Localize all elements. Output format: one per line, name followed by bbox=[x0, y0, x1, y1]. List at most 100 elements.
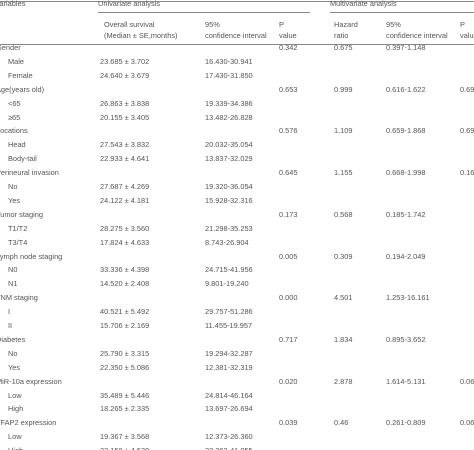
cell: 24.715-41.956 bbox=[205, 265, 253, 275]
row-label: Female bbox=[8, 70, 33, 80]
cell: 16.430-30.941 bbox=[205, 56, 253, 66]
group-label: Tumor staging bbox=[0, 209, 43, 219]
cell: 1.253-16.161 bbox=[386, 293, 430, 303]
cell: 1.614-5.131 bbox=[386, 376, 426, 386]
cell: 0.173 bbox=[279, 209, 298, 219]
cell: 21.298-35.253 bbox=[205, 223, 253, 233]
header-univariate: Univariate analysis bbox=[98, 0, 161, 8]
row-label: High bbox=[8, 404, 24, 414]
cell: 1.109 bbox=[334, 126, 353, 136]
cell: 11.455-19.957 bbox=[205, 321, 253, 330]
cell: 15.706 ± 2.169 bbox=[100, 321, 150, 330]
cell: 0.194-2.049 bbox=[386, 251, 426, 261]
cell: 1.834 bbox=[334, 334, 353, 344]
cell: 18.265 ± 2.335 bbox=[100, 404, 150, 414]
cell: 13.697-26.694 bbox=[205, 404, 253, 414]
row-label: N0 bbox=[8, 265, 18, 275]
column-header: Hazard bbox=[334, 20, 358, 29]
cell: 0.005 bbox=[279, 251, 298, 261]
cell: 0.06 bbox=[460, 376, 474, 386]
group-label: MiR-10a expression bbox=[0, 376, 62, 386]
cell: 17.430-31.850 bbox=[205, 70, 253, 80]
group-label: TNM staging bbox=[0, 293, 38, 303]
row-label: ≥65 bbox=[8, 112, 21, 122]
column-header: 95% bbox=[205, 20, 220, 29]
column-header: value bbox=[460, 31, 474, 40]
row-label: Head bbox=[8, 140, 26, 150]
cell: 15.928-32.316 bbox=[205, 195, 253, 205]
cell: 14.520 ± 2.408 bbox=[100, 279, 150, 289]
row-label: Low bbox=[8, 390, 22, 400]
cell: 0.616-1.622 bbox=[386, 84, 426, 94]
group-label: Age(years old) bbox=[0, 84, 45, 94]
top-rule bbox=[0, 1, 474, 2]
row-label: High bbox=[8, 446, 23, 450]
cell: 33.336 ± 4.398 bbox=[100, 265, 150, 275]
cell: 0.69 bbox=[460, 126, 474, 136]
cell: 19.367 ± 3.568 bbox=[100, 432, 150, 442]
row-label: No bbox=[8, 348, 18, 358]
cell: 20.155 ± 3.405 bbox=[100, 112, 150, 122]
group-label: Lymph node staging bbox=[0, 251, 63, 261]
cell: 19.294-32.287 bbox=[205, 348, 253, 358]
cell: 22.933 ± 4.641 bbox=[100, 154, 150, 164]
cell: 4.501 bbox=[334, 293, 353, 303]
cell: 1.155 bbox=[334, 168, 353, 178]
cell: 23.685 ± 3.702 bbox=[100, 56, 150, 66]
row-label: Yes bbox=[8, 195, 21, 205]
cell: 2.878 bbox=[334, 376, 353, 386]
cell: 24.640 ± 3.679 bbox=[100, 70, 150, 80]
cell: 0.397-1.148 bbox=[386, 43, 426, 52]
cell: 0.46 bbox=[334, 418, 349, 428]
cell: 0.039 bbox=[279, 418, 298, 428]
cell: 0.717 bbox=[279, 334, 298, 344]
cell: 9.801-19.240 bbox=[205, 279, 249, 289]
group-label: Diabetes bbox=[0, 334, 26, 344]
cell: 24.122 ± 4.181 bbox=[100, 195, 150, 205]
cell: 35.489 ± 5.446 bbox=[100, 390, 150, 400]
group-label: Gender bbox=[0, 43, 21, 52]
column-header: P bbox=[460, 20, 465, 29]
row-label: T3/T4 bbox=[8, 237, 28, 247]
cell: 0.645 bbox=[279, 168, 298, 178]
row-label: Male bbox=[8, 56, 25, 66]
cell: 0.895-3.652 bbox=[386, 334, 426, 344]
row-label: Yes bbox=[8, 362, 21, 372]
cell: 0.000 bbox=[279, 293, 298, 303]
cell: 12.381-32.319 bbox=[205, 362, 253, 372]
header-variables: Variables bbox=[0, 0, 26, 8]
cell: 0.342 bbox=[279, 43, 298, 52]
row-label: No bbox=[8, 182, 18, 191]
cell: 0.185-1.742 bbox=[386, 209, 426, 219]
column-header: P bbox=[279, 20, 284, 29]
cell: 0.576 bbox=[279, 126, 298, 136]
cell: 0.16 bbox=[460, 168, 474, 178]
cell: 20.032-35.054 bbox=[205, 140, 253, 150]
cell: 0.659-1.868 bbox=[386, 126, 426, 136]
cell: 12.373-26.360 bbox=[205, 432, 253, 442]
cell: 19.320-36.054 bbox=[205, 182, 253, 191]
row-label: T1/T2 bbox=[8, 223, 28, 233]
column-header: 95% bbox=[386, 20, 401, 29]
row-label: II bbox=[8, 321, 13, 330]
cell: 0.568 bbox=[334, 209, 353, 219]
row-label: I bbox=[8, 307, 11, 317]
cell: 0.06 bbox=[460, 418, 474, 428]
column-header: (Median ± SE,months) bbox=[104, 31, 178, 40]
row-label: Body-tail bbox=[8, 154, 37, 164]
cell: 29.757-51.286 bbox=[205, 307, 253, 317]
cell: 0.675 bbox=[334, 43, 353, 52]
column-header: ratio bbox=[334, 31, 349, 40]
cell: 19.339-34.386 bbox=[205, 98, 253, 108]
group-label: Perineural invasion bbox=[0, 168, 59, 178]
cell: 0.668-1.998 bbox=[386, 168, 426, 178]
cell: 24.814-46.164 bbox=[205, 390, 253, 400]
cell: 0.020 bbox=[279, 376, 298, 386]
header-rule bbox=[0, 44, 474, 45]
cell: 0.999 bbox=[334, 84, 353, 94]
row-label: <65 bbox=[8, 98, 21, 108]
cell: 26.863 ± 3.838 bbox=[100, 98, 150, 108]
header-multivariate: Multivariate analysis bbox=[330, 0, 397, 8]
cell: 27.687 ± 4.269 bbox=[100, 182, 150, 191]
